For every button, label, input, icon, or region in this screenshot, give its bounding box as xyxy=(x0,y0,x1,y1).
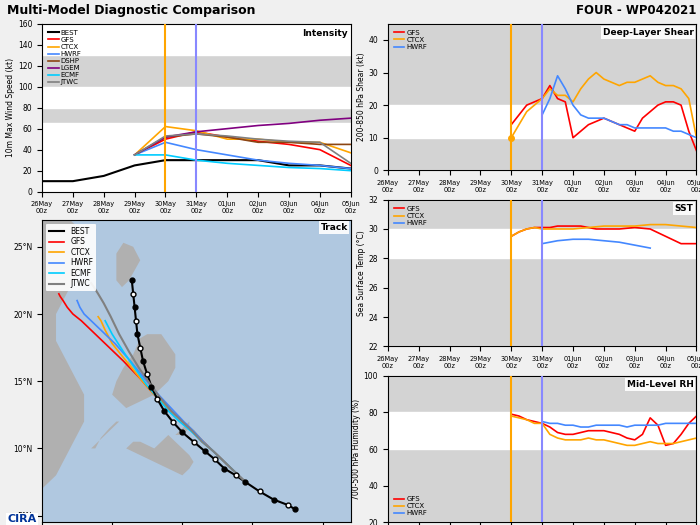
Y-axis label: 700-500 hPa Humidity (%): 700-500 hPa Humidity (%) xyxy=(352,398,361,500)
Polygon shape xyxy=(175,422,189,435)
Text: Multi-Model Diagnostic Comparison: Multi-Model Diagnostic Comparison xyxy=(7,4,256,17)
Legend: BEST, GFS, CTCX, HWRF, ECMF, JTWC: BEST, GFS, CTCX, HWRF, ECMF, JTWC xyxy=(46,224,97,291)
Bar xyxy=(388,24,696,105)
Bar xyxy=(388,376,696,412)
Bar xyxy=(388,449,696,522)
Y-axis label: 10m Max Wind Speed (kt): 10m Max Wind Speed (kt) xyxy=(6,58,15,157)
Legend: GFS, CTCX, HWRF: GFS, CTCX, HWRF xyxy=(391,27,430,52)
Text: Mid-Level RH: Mid-Level RH xyxy=(626,380,694,389)
Text: Intensity: Intensity xyxy=(302,29,348,38)
Bar xyxy=(388,138,696,170)
Bar xyxy=(388,105,696,138)
Polygon shape xyxy=(91,422,119,448)
Bar xyxy=(42,123,351,192)
Bar xyxy=(388,258,696,346)
Y-axis label: 200-850 hPa Shear (kt): 200-850 hPa Shear (kt) xyxy=(356,52,365,141)
Text: SST: SST xyxy=(675,204,694,213)
Y-axis label: Sea Surface Temp (°C): Sea Surface Temp (°C) xyxy=(356,230,365,316)
Text: FOUR - WP042021: FOUR - WP042021 xyxy=(576,4,696,17)
Legend: BEST, GFS, CTCX, HWRF, DSHP, LGEM, ECMF, JTWC: BEST, GFS, CTCX, HWRF, DSHP, LGEM, ECMF,… xyxy=(46,27,85,88)
Text: Track: Track xyxy=(321,223,348,232)
Polygon shape xyxy=(42,220,84,522)
Legend: GFS, CTCX, HWRF: GFS, CTCX, HWRF xyxy=(391,203,430,229)
Bar xyxy=(42,108,351,123)
Polygon shape xyxy=(126,435,194,475)
Text: CIRA: CIRA xyxy=(7,514,36,524)
Polygon shape xyxy=(116,243,140,287)
Bar xyxy=(388,200,696,229)
Bar xyxy=(42,87,351,108)
Bar xyxy=(388,229,696,258)
Polygon shape xyxy=(112,334,175,408)
Bar xyxy=(388,412,696,449)
Bar xyxy=(42,55,351,87)
Text: Deep-Layer Shear: Deep-Layer Shear xyxy=(603,28,694,37)
Legend: GFS, CTCX, HWRF: GFS, CTCX, HWRF xyxy=(391,494,430,519)
Bar xyxy=(42,24,351,55)
